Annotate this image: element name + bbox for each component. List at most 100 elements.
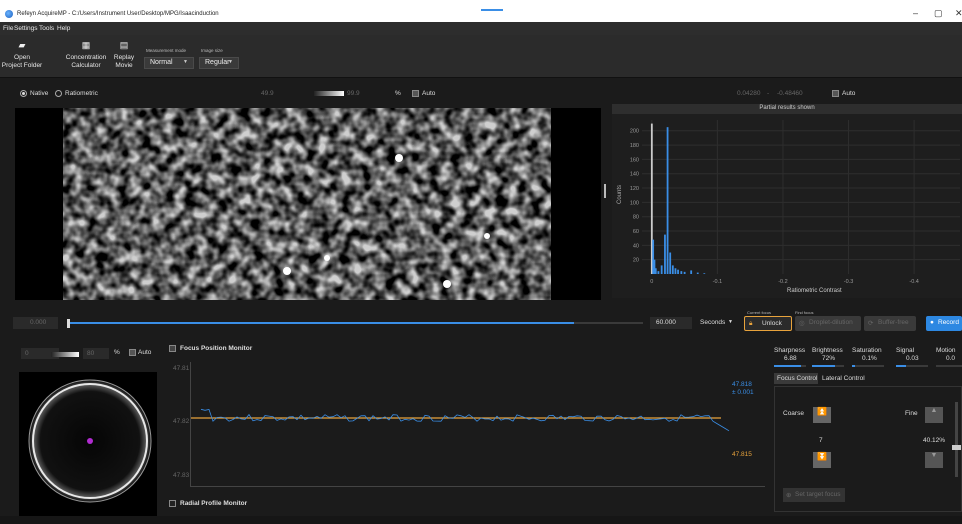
min-value-input[interactable]: 49.9 (261, 90, 274, 97)
triangle-up-icon: ▲ (930, 407, 938, 414)
playback-handle[interactable] (67, 319, 70, 328)
y-tick-label: 80 (633, 215, 639, 221)
open-label: Open (14, 54, 30, 61)
histogram-ylabel: Counts (617, 185, 623, 204)
y-tick-label: 140 (630, 172, 639, 178)
metric-bar-fill (852, 365, 856, 367)
max-value-input[interactable]: 99.9 (347, 90, 360, 97)
histogram-bar (654, 268, 657, 274)
auto-checkbox[interactable] (412, 90, 419, 97)
hist-auto-checkbox[interactable] (832, 90, 839, 97)
fine-down-button[interactable]: ▼ (925, 452, 943, 468)
metric-label-saturation: Saturation (852, 347, 882, 354)
profile-auto-checkbox[interactable] (129, 349, 136, 356)
auto-label: Auto (422, 90, 436, 97)
focus-monitor-checkbox[interactable] (169, 345, 176, 352)
record-label: Record (938, 319, 959, 326)
metric-bar-fill (774, 365, 802, 367)
record-button[interactable]: ● Record (926, 316, 962, 331)
histogram-bar (680, 271, 683, 274)
hist-min-input[interactable]: 0.04280 (737, 90, 761, 97)
speckle-pattern (63, 108, 551, 300)
replay-movie-button[interactable]: ▤ Replay Movie (112, 41, 136, 70)
y-tick-label: 180 (630, 143, 639, 149)
ratiometric-radio[interactable] (55, 90, 62, 97)
buffer-free-button[interactable]: ⟳ Buffer-free (864, 316, 916, 331)
focus-current-value: 47.818 (732, 381, 752, 388)
window-title: Refeyn AcquireMP - C:/Users/Instrument U… (17, 11, 219, 17)
focus-monitor-panel: Focus Position Monitor 47.81 47.82 47.83… (165, 343, 765, 507)
measurement-mode-select[interactable]: Normal ▼ (144, 57, 194, 69)
histogram-panel: Partial results shown Counts Ratiometric… (612, 104, 962, 298)
calculator-label: Calculator (71, 62, 101, 69)
focus-control-panel: Sharpness 6.88 Brightness 72% Saturation 0.1%… (772, 343, 962, 521)
metric-bar-fill (896, 365, 906, 367)
metric-label-motion: Motion (936, 347, 956, 354)
current-focus-label: Current focus (747, 310, 772, 315)
image-size-select[interactable]: Regular ▼ (199, 57, 239, 69)
tab-focus-control[interactable]: Focus Control (774, 373, 818, 384)
lock-icon: 🔒︎ (749, 320, 753, 327)
menu-file[interactable]: File (3, 25, 14, 32)
histogram-bar (664, 234, 666, 274)
coarse-up-button[interactable]: ⏫ (813, 407, 831, 423)
set-target-label: Set target focus (795, 491, 841, 498)
y-tick-label: 20 (633, 258, 639, 264)
native-radio[interactable] (20, 90, 27, 97)
tab-lateral-control[interactable]: Lateral Control (822, 375, 865, 382)
seconds-select[interactable]: Seconds (700, 319, 726, 326)
close-button[interactable]: ✕ (955, 8, 962, 18)
profile-min-input[interactable]: 0 (21, 348, 59, 359)
fine-up-button[interactable]: ▲ (925, 407, 943, 423)
center-marker (87, 438, 93, 444)
unlock-button[interactable]: 🔒︎ Unlock (744, 316, 792, 331)
y-tick-label: 60 (633, 229, 639, 235)
radial-monitor-checkbox[interactable] (169, 500, 176, 507)
histogram-bar (703, 273, 706, 274)
percent-label: % (395, 90, 401, 97)
tab-focus-control-label: Focus Control (777, 375, 818, 382)
radial-ring-drawing (28, 379, 152, 503)
metric-value-signal: 0.03 (906, 355, 919, 362)
status-bar (0, 516, 962, 524)
arrow-down-icon: ⏬ (817, 452, 827, 461)
open-project-button[interactable]: ▰ Open Project Folder (0, 41, 44, 70)
metric-bar-fill (812, 365, 836, 367)
maximize-button[interactable]: ▢ (934, 8, 943, 18)
metric-value-sharpness: 6.88 (784, 355, 797, 362)
menu-tools[interactable]: Tools (39, 25, 55, 32)
playback-progress (67, 322, 574, 324)
profile-max-input[interactable]: 80 (83, 348, 109, 359)
hist-max-input[interactable]: -0.48460 (777, 90, 803, 97)
radial-profile-image (19, 372, 157, 520)
coarse-down-button[interactable]: ⏬ (813, 452, 831, 468)
focus-target-value: 47.815 (732, 451, 752, 458)
minimize-button[interactable]: – (913, 8, 919, 18)
menu-settings[interactable]: Settings (14, 25, 38, 32)
x-tick-label: -0.3 (844, 279, 853, 285)
set-target-focus-button[interactable]: ⊕ Set target focus (783, 488, 845, 502)
hist-dash: - (767, 90, 770, 97)
splitter-handle[interactable] (604, 184, 606, 198)
film-icon: ▤ (119, 40, 129, 50)
start-time-field[interactable]: 0.000 (13, 317, 58, 329)
x-tick-label: -0.4 (909, 279, 918, 285)
view-controls: Native Ratiometric 49.9 99.9 % Auto 0.04… (0, 87, 962, 101)
concentration-calculator-button[interactable]: ▦ Concentration Calculator (62, 41, 110, 70)
app-logo-icon (5, 10, 13, 18)
fine-slider-thumb[interactable] (952, 444, 961, 450)
x-tick-label: -0.2 (778, 279, 787, 285)
end-time-field[interactable]: 60.000 (650, 317, 692, 329)
droplet-dilution-button[interactable]: ◎ Droplet-dilution (795, 316, 861, 331)
histogram-bar (690, 270, 693, 274)
menu-help[interactable]: Help (57, 25, 71, 32)
histogram-bar (650, 123, 653, 275)
fine-slider-track[interactable] (955, 402, 958, 477)
chevron-down-icon: ▼ (228, 59, 233, 65)
chevron-down-icon: ▼ (728, 319, 733, 325)
toolbar: ▰ Open Project Folder ▦ Concentration Ca… (0, 35, 962, 78)
radial-monitor-title: Radial Profile Monitor (180, 500, 248, 507)
focus-ytick-bot: 47.83 (173, 472, 190, 479)
metric-value-saturation: 0.1% (862, 355, 877, 362)
histogram-title: Partial results shown (612, 104, 962, 114)
